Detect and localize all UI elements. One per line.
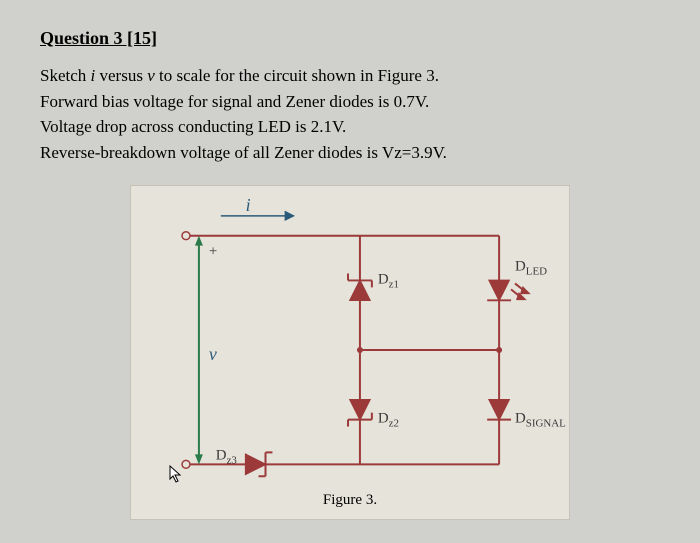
- diode-dsignal: [487, 400, 511, 420]
- label-current: i: [246, 195, 251, 215]
- label-voltage: v: [209, 344, 217, 364]
- question-line-2: Forward bias voltage for signal and Zene…: [40, 89, 660, 115]
- label-dled: DLED: [515, 258, 547, 277]
- question-body: Sketch i versus v to scale for the circu…: [40, 63, 660, 165]
- voltage-arrow: [195, 236, 203, 465]
- diode-dled: [487, 280, 529, 300]
- figure-caption: Figure 3.: [323, 492, 377, 509]
- circuit-diagram: Dz3 Dz1 Dz2: [131, 186, 569, 519]
- question-line-4: Reverse-breakdown voltage of all Zener d…: [40, 140, 660, 166]
- question-header: Question 3 [15]: [40, 28, 660, 49]
- label-dz2: Dz2: [378, 411, 399, 430]
- terminal-bottom: [182, 460, 190, 468]
- label-dsignal: DSIGNAL: [515, 411, 566, 430]
- figure-container: Dz3 Dz1 Dz2: [40, 185, 660, 520]
- question-line-3: Voltage drop across conducting LED is 2.…: [40, 114, 660, 140]
- question-line-1: Sketch i versus v to scale for the circu…: [40, 63, 660, 89]
- current-arrow: [221, 212, 294, 220]
- label-plus: +: [209, 244, 217, 260]
- terminal-top: [182, 232, 190, 240]
- node-2: [496, 347, 502, 353]
- cursor-icon: [169, 465, 183, 483]
- label-dz1: Dz1: [378, 271, 399, 290]
- node-1: [357, 347, 363, 353]
- figure-box: Dz3 Dz1 Dz2: [130, 185, 570, 520]
